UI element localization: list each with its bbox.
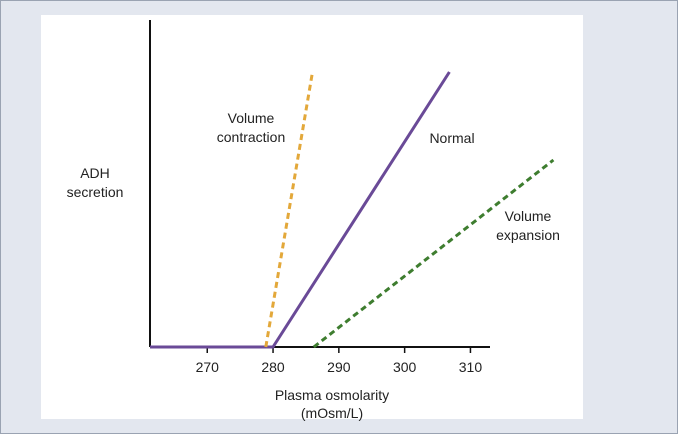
series-label-volume-expansion: Volume expansion — [496, 208, 560, 243]
x-tick-label: 310 — [459, 359, 483, 375]
series-line-volume-expansion — [312, 158, 555, 349]
series-label-normal: Normal — [429, 130, 474, 146]
figure-panel — [41, 15, 583, 419]
chart-axes — [149, 20, 490, 353]
y-axis-label: ADH secretion — [67, 165, 124, 200]
series-line-normal — [150, 71, 451, 349]
series-labels: Volume contraction Normal Volume expansion — [217, 110, 560, 243]
series-label-volume-contraction: Volume contraction — [217, 110, 285, 145]
x-tick-labels: 270 280 290 300 310 — [196, 359, 483, 375]
x-tick-label: 290 — [327, 359, 351, 375]
x-tick-label: 280 — [261, 359, 285, 375]
chart-series — [150, 71, 555, 349]
series-line-volume-contraction — [264, 71, 314, 348]
x-tick-label: 300 — [393, 359, 417, 375]
x-tick-label: 270 — [196, 359, 220, 375]
x-axis-label: Plasma osmolarity (mOsm/L) — [275, 387, 389, 421]
